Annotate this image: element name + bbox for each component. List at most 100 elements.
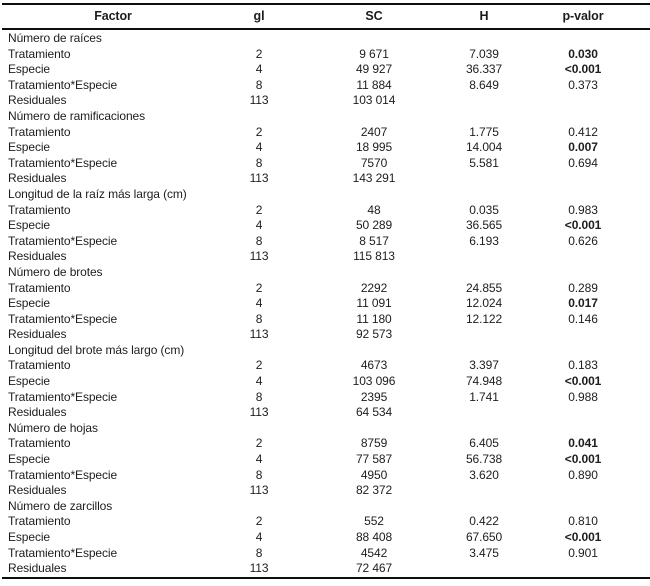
gl-cell: 4 (255, 374, 263, 389)
p-value-cell: 0.017 (568, 296, 598, 311)
factor-cell: Tratamiento (8, 436, 71, 451)
sc-cell: 82 372 (355, 483, 393, 498)
h-cell: 12.122 (465, 311, 503, 326)
sc-cell: 88 408 (355, 530, 393, 544)
section-title: Número de raíces (8, 31, 102, 45)
gl-cell: 113 (249, 405, 269, 420)
h-cell: 12.024 (465, 296, 503, 311)
factor-cell: Tratamiento*Especie (8, 389, 118, 404)
section-title: Número de zarcillos (8, 498, 113, 513)
factor-cell: Especie (8, 452, 50, 467)
table-row: Especie 4 11 091 12.024 0.017 (2, 296, 650, 312)
gl-cell: 2 (255, 124, 263, 139)
factor-cell: Residuales (8, 171, 67, 186)
table-row: Tratamiento 2 9 671 7.039 0.030 (2, 47, 650, 63)
h-cell: 3.475 (469, 545, 499, 560)
gl-cell: 4 (255, 140, 263, 155)
p-value-cell: 0.626 (568, 233, 598, 248)
factor-cell: Especie (8, 530, 50, 544)
section-title-row: Longitud de la raíz más larga (cm) (2, 187, 650, 203)
section-title-row: Longitud del brote más largo (cm) (2, 343, 650, 359)
gl-cell: 4 (255, 218, 263, 233)
table-row: Residuales 113 72 467 (2, 561, 650, 578)
col-header-sc: SC (294, 4, 454, 30)
h-cell (454, 93, 514, 109)
p-value-cell: 0.289 (568, 280, 598, 295)
factor-cell: Residuales (8, 327, 67, 342)
p-value-cell: 0.183 (568, 358, 598, 373)
factor-cell: Tratamiento*Especie (8, 311, 118, 326)
table-row: Tratamiento 2 2292 24.855 0.289 (2, 281, 650, 297)
factor-cell: Tratamiento (8, 514, 71, 529)
section-title-row: Número de brotes (2, 265, 650, 281)
gl-cell: 8 (255, 77, 263, 92)
gl-cell: 4 (255, 62, 263, 77)
h-cell: 0.035 (469, 202, 499, 217)
section-title-row: Número de ramificaciones (2, 109, 650, 125)
gl-cell: 8 (255, 389, 263, 404)
table-row: Especie 4 77 587 56.738 <0.001 (2, 452, 650, 468)
table-row: Tratamiento*Especie 8 11 884 8.649 0.373 (2, 78, 650, 94)
h-cell: 3.397 (469, 358, 499, 373)
table-header: Factor gl SC H p-valor (2, 4, 650, 30)
table-row: Tratamiento*Especie 8 4542 3.475 0.901 (2, 546, 650, 562)
table-row: Residuales 113 64 534 (2, 405, 650, 421)
factor-cell: Tratamiento (8, 46, 71, 61)
h-cell: 14.004 (465, 140, 503, 155)
p-value-cell: 0.007 (568, 140, 598, 155)
p-value-cell: 0.810 (568, 514, 598, 529)
sc-cell: 18 995 (355, 140, 393, 155)
section-title: Número de brotes (8, 264, 103, 279)
h-cell (454, 171, 514, 187)
factor-cell: Tratamiento (8, 280, 71, 295)
sc-cell: 48 (367, 202, 381, 217)
table-row: Especie 4 50 289 36.565 <0.001 (2, 218, 650, 234)
h-cell (454, 249, 514, 265)
sc-cell: 2407 (360, 124, 388, 139)
header-row: Factor gl SC H p-valor (2, 4, 650, 30)
gl-cell: 8 (255, 311, 263, 326)
factor-cell: Tratamiento*Especie (8, 233, 118, 248)
sc-cell: 8759 (360, 436, 388, 451)
gl-cell: 8 (255, 545, 263, 560)
sc-cell: 115 813 (353, 249, 395, 264)
col-header-factor: Factor (2, 4, 224, 30)
p-value-cell: 0.988 (568, 389, 598, 404)
factor-cell: Tratamiento (8, 124, 71, 139)
table-row: Tratamiento*Especie 8 2395 1.741 0.988 (2, 390, 650, 406)
p-value-cell: 0.146 (568, 311, 598, 326)
h-cell (454, 405, 514, 421)
table-row: Tratamiento*Especie 8 8 517 6.193 0.626 (2, 234, 650, 250)
p-value-cell (514, 171, 650, 187)
sc-cell: 11 091 (356, 296, 392, 311)
factor-cell: Especie (8, 374, 50, 389)
h-cell: 0.422 (469, 514, 499, 529)
factor-cell: Tratamiento (8, 202, 71, 217)
table-row: Tratamiento 2 2407 1.775 0.412 (2, 125, 650, 141)
col-header-h: H (454, 4, 514, 30)
h-cell: 7.039 (469, 46, 499, 61)
p-value-cell: 0.901 (568, 545, 598, 560)
table-row: Tratamiento 2 552 0.422 0.810 (2, 514, 650, 530)
col-header-p-valor: p-valor (514, 4, 650, 30)
sc-cell: 2395 (360, 389, 388, 404)
gl-cell: 4 (255, 452, 263, 467)
sc-cell: 8 517 (359, 233, 389, 248)
h-cell: 1.741 (469, 389, 499, 404)
p-value-cell: <0.001 (564, 452, 602, 467)
h-cell (454, 327, 514, 343)
sc-cell: 552 (364, 514, 384, 529)
p-value-cell: 0.373 (568, 77, 598, 92)
h-cell: 67.650 (465, 530, 503, 544)
sc-cell: 143 291 (352, 171, 396, 186)
gl-cell: 113 (249, 249, 269, 264)
factor-cell: Residuales (8, 561, 67, 576)
h-cell: 3.620 (469, 467, 499, 482)
anova-statistics-table: Factor gl SC H p-valor Número de raíces T… (2, 3, 650, 579)
table-body: Número de raíces Tratamiento 2 9 671 7.039 0.… (2, 29, 650, 578)
sc-cell: 103 014 (352, 93, 396, 108)
p-value-cell (514, 249, 650, 265)
section-title: Longitud de la raíz más larga (cm) (8, 186, 187, 201)
gl-cell: 2 (255, 202, 263, 217)
